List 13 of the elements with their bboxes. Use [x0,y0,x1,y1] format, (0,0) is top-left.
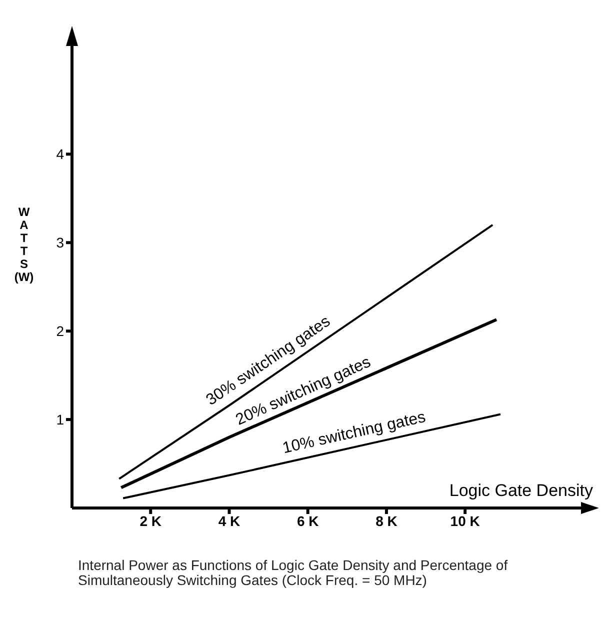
x-tick-label: 4 K [218,512,240,529]
text: Internal Power as Functions of Logic Gate Density and Percentage of Simultaneously Switching Gates (Clock Freq. = 50 MHz) [78,557,509,588]
text: 10% switching gates [281,408,428,458]
y-tick-label: 4 [56,146,64,162]
x-tick-label: 8 K [376,512,398,529]
y-tick-label: 3 [56,234,64,251]
x-tick-label: 2 K [140,512,162,529]
y-tick-label: 1 [56,412,64,428]
x-tick-label: 6 K [296,512,319,529]
y-tick-label: 2 [56,323,64,340]
x-axis-title: Logic Gate Density [449,481,594,500]
x-tick-label: 10 K [450,512,480,529]
y-axis-title: WATTS (W) [14,205,34,284]
